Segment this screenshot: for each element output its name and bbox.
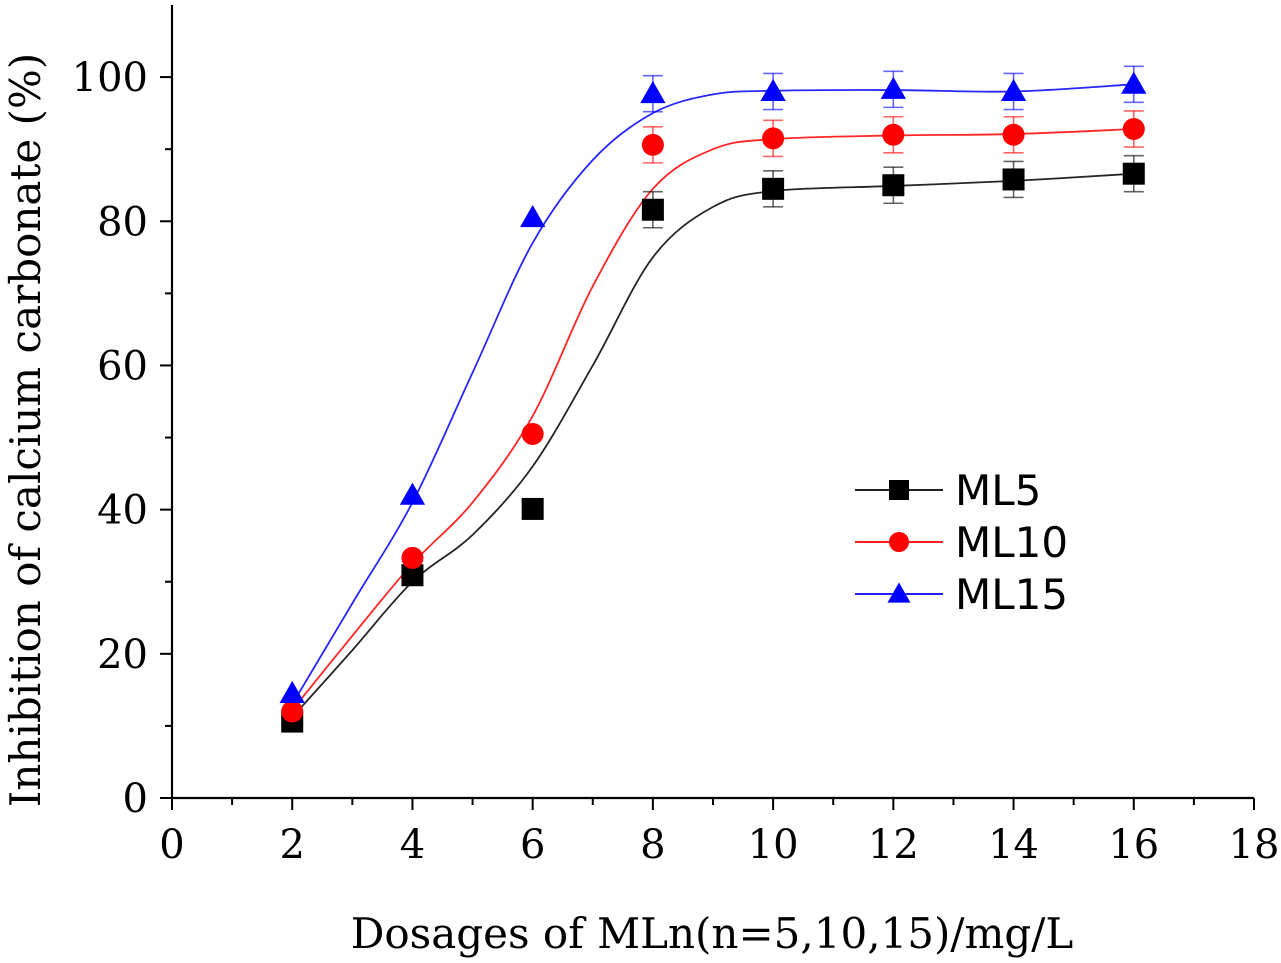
x-tick-label: 16 (1108, 822, 1159, 868)
y-tick-label: 20 (97, 632, 148, 678)
data-point-ml10 (521, 422, 544, 445)
data-points-layer (279, 71, 1147, 733)
y-tick-label: 40 (97, 488, 148, 534)
y-tick-label: 0 (123, 776, 148, 822)
data-point-ml10 (641, 133, 664, 156)
data-point-ml10 (1002, 123, 1025, 146)
data-point-ml5 (521, 497, 544, 520)
data-point-ml10 (1122, 117, 1145, 140)
data-point-ml15 (279, 680, 305, 703)
x-tick-label: 4 (400, 822, 425, 868)
legend-marker-ml15 (887, 582, 911, 603)
legend-marker-ml5 (889, 480, 909, 500)
axes-layer: 0 2 4 6 8 10 12 14 16 18 0 20 40 60 80 100 (72, 5, 1280, 868)
data-point-ml5 (1122, 162, 1145, 185)
legend-label-ml10: ML10 (955, 518, 1068, 567)
x-tick-label: 14 (988, 822, 1039, 868)
data-point-ml10 (401, 546, 424, 569)
legend-marker-ml10 (889, 532, 909, 552)
x-axis-title: Dosages of MLn(n=5,10,15)/mg/L (351, 909, 1074, 958)
data-point-ml10 (762, 127, 785, 150)
legend-label-ml5: ML5 (955, 466, 1041, 515)
data-point-ml5 (1002, 168, 1025, 191)
x-tick-label: 6 (520, 822, 545, 868)
y-tick-label: 80 (97, 199, 148, 245)
data-point-ml5 (401, 564, 424, 587)
x-tick-label: 2 (279, 822, 304, 868)
data-point-ml15 (1000, 78, 1027, 101)
x-tick-label: 0 (159, 822, 184, 868)
x-tick-label: 8 (640, 822, 665, 868)
x-tick-label: 12 (868, 822, 919, 868)
fit-curve-ml10 (291, 128, 1134, 711)
data-point-ml10 (281, 700, 304, 723)
data-point-ml15 (399, 482, 426, 505)
x-tick-label: 18 (1229, 822, 1280, 868)
data-point-ml15 (520, 205, 546, 228)
data-point-ml5 (641, 198, 664, 221)
y-tick-label: 60 (97, 343, 148, 389)
data-point-ml15 (880, 76, 906, 99)
y-tick-label: 100 (72, 55, 148, 101)
fit-curve-ml5 (291, 172, 1134, 718)
legend-label-ml15: ML15 (955, 570, 1068, 619)
data-point-ml15 (760, 78, 786, 101)
data-point-ml5 (762, 177, 785, 200)
y-axis-title: Inhibition of calcium carbonate (%) (1, 53, 50, 807)
data-point-ml15 (640, 81, 666, 104)
fit-curve-ml15 (291, 83, 1134, 705)
data-point-ml15 (1121, 71, 1147, 94)
data-point-ml10 (882, 123, 905, 146)
x-tick-label: 10 (748, 822, 799, 868)
data-point-ml5 (882, 174, 905, 197)
